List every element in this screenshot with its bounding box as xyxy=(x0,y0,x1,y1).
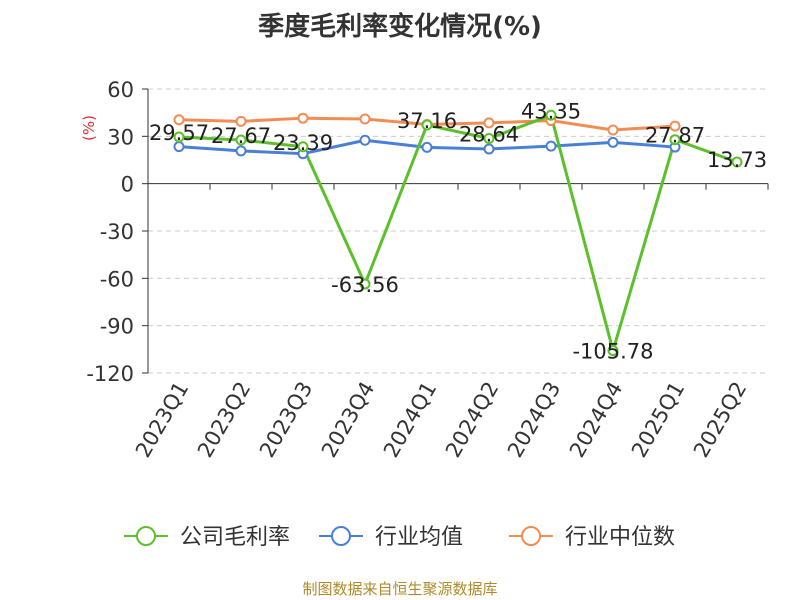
data-label: 27.87 xyxy=(645,124,705,148)
series-line-gross-margin xyxy=(178,113,738,353)
data-point-gross-margin xyxy=(607,345,619,357)
x-tick-label: 2024Q1 xyxy=(379,378,441,462)
x-tick-label: 2023Q2 xyxy=(193,378,255,462)
data-point-industry-median xyxy=(669,120,681,132)
data-label: 43.35 xyxy=(521,99,581,123)
data-point-industry-median xyxy=(235,115,247,127)
data-point-industry-mean xyxy=(421,141,433,153)
data-point-industry-median xyxy=(173,114,185,126)
legend-label: 行业均值 xyxy=(375,525,463,550)
y-tick-label: -60 xyxy=(100,267,134,291)
legend-marker xyxy=(331,526,351,546)
data-point-industry-median xyxy=(359,113,371,125)
legend-marker xyxy=(521,526,541,546)
data-label: -105.78 xyxy=(572,340,653,364)
x-tick-label: 2023Q4 xyxy=(317,378,379,462)
y-tick-label: 60 xyxy=(107,78,134,102)
data-point-gross-margin xyxy=(297,141,309,153)
data-point-industry-mean xyxy=(359,134,371,146)
x-tick-label: 2023Q3 xyxy=(255,378,317,462)
data-label: 37.16 xyxy=(397,109,457,133)
data-label: 28.64 xyxy=(459,122,519,146)
data-label: -63.56 xyxy=(331,273,399,297)
data-point-industry-mean xyxy=(235,145,247,157)
data-point-industry-median xyxy=(483,117,495,129)
data-point-gross-margin xyxy=(421,119,433,131)
data-label: 13.73 xyxy=(707,148,767,172)
legend-marker xyxy=(136,526,156,546)
y-tick-label: -90 xyxy=(100,315,134,339)
data-point-gross-margin xyxy=(483,132,495,144)
x-tick-label: 2024Q2 xyxy=(441,378,503,462)
chart-title: 季度毛利率变化情况(%) xyxy=(258,12,542,42)
data-point-gross-margin xyxy=(173,131,185,143)
data-point-gross-margin xyxy=(235,134,247,146)
data-label: 23.39 xyxy=(273,131,333,155)
data-label: 29.57 xyxy=(149,121,209,145)
data-point-gross-margin xyxy=(545,109,557,121)
x-tick-label: 2025Q2 xyxy=(689,378,751,462)
y-axis-unit-label: (%) xyxy=(80,115,98,141)
data-point-industry-median xyxy=(297,112,309,124)
y-tick-label: -120 xyxy=(86,362,134,386)
data-point-industry-mean xyxy=(607,136,619,148)
x-tick-label: 2023Q1 xyxy=(131,378,193,462)
data-point-gross-margin xyxy=(669,134,681,146)
data-source-note: 制图数据来自恒生聚源数据库 xyxy=(302,580,498,598)
x-tick-label: 2024Q3 xyxy=(503,378,565,462)
y-tick-label: -30 xyxy=(100,220,134,244)
data-point-industry-mean xyxy=(545,140,557,152)
legend-label: 行业中位数 xyxy=(565,525,675,550)
y-tick-label: 0 xyxy=(121,173,134,197)
y-tick-label: 30 xyxy=(107,125,134,149)
legend-label: 公司毛利率 xyxy=(180,525,290,550)
data-point-gross-margin xyxy=(731,156,743,168)
data-point-industry-median xyxy=(607,124,619,136)
data-point-gross-margin xyxy=(359,278,371,290)
x-tick-label: 2024Q4 xyxy=(565,378,627,462)
data-point-industry-mean xyxy=(483,143,495,155)
x-tick-label: 2025Q1 xyxy=(627,378,689,462)
data-label: 27.67 xyxy=(211,124,271,148)
